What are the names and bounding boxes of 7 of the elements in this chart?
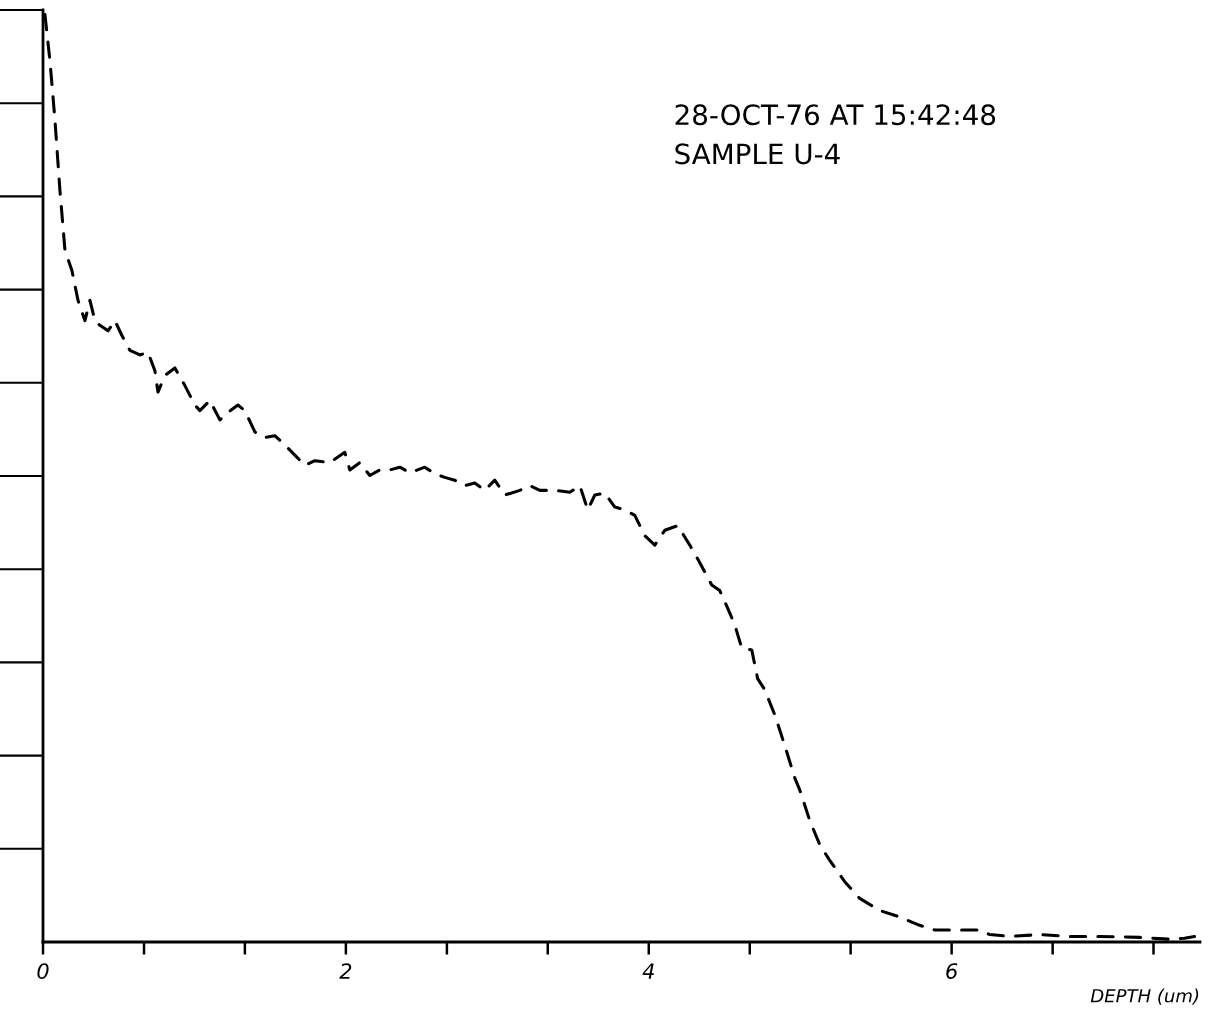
- annotation: SAMPLE U-4: [675, 143, 840, 165]
- x-tick-label: 6: [946, 963, 958, 979]
- x-tick-label: 0: [37, 963, 49, 979]
- x-axis-title: DEPTH (um): [1090, 988, 1199, 1005]
- annotation: 28-OCT-76 AT 15:42:48: [675, 104, 996, 126]
- x-tick-label: 4: [642, 963, 654, 979]
- x-tick-label: 2: [339, 963, 352, 979]
